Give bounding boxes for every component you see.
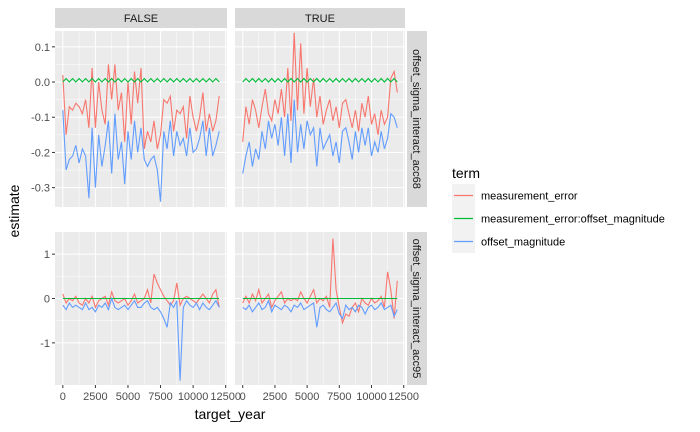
y-tick-label: 0.0	[35, 77, 50, 89]
legend-item: measurement_error	[452, 184, 578, 207]
x-tick-label: 10000	[356, 391, 387, 403]
legend-item: measurement_error:offset_magnitude	[452, 207, 665, 230]
panel-1-0	[55, 232, 227, 385]
facet-strip-true	[235, 8, 405, 28]
x-axis-title: target_year	[195, 406, 266, 422]
x-tick-label: 5000	[116, 391, 140, 403]
facet-label-true: TRUE	[305, 13, 335, 25]
y-tick-label: 1	[44, 249, 50, 261]
series-line-offset-magnitude	[242, 299, 398, 328]
panel-0-0	[55, 31, 227, 207]
y-tick-label: -0.2	[31, 147, 50, 159]
x-tick-label: 5000	[295, 391, 319, 403]
series-line-measurement-error-offset-magnitude	[242, 77, 398, 83]
y-tick-label: -0.3	[31, 183, 50, 195]
row-strip-0	[407, 31, 427, 207]
legend-title: term	[452, 165, 480, 181]
series-line-measurement-error	[242, 32, 398, 142]
series-line-measurement-error-offset-magnitude	[62, 77, 220, 83]
facet-strip-false	[55, 8, 227, 28]
x-tick-label: 2500	[263, 391, 287, 403]
facet-label-false: FALSE	[124, 13, 158, 25]
y-tick-label: -1	[40, 338, 50, 350]
x-tick-label: 10000	[178, 391, 209, 403]
series-line-measurement-error	[62, 64, 220, 150]
series-line-offset-magnitude	[62, 110, 220, 202]
y-tick-label: 0	[44, 294, 50, 306]
panel-0-1	[235, 31, 405, 207]
y-tick-label: 0.1	[35, 42, 50, 54]
x-tick-label: 7500	[327, 391, 351, 403]
y-tick-label: -0.1	[31, 112, 50, 124]
x-tick-label: 0	[60, 391, 66, 403]
panels-layer: FALSE TRUE offset_sigma_interact_acc68offs…	[55, 8, 427, 385]
legend: term measurement_error measurement_error:…	[452, 165, 665, 253]
series-line-offset-magnitude	[62, 296, 220, 381]
row-facet-label: offset_sigma_interact_acc68	[410, 49, 422, 189]
panel-background	[235, 31, 405, 207]
row-strip-1	[407, 232, 427, 385]
y-axis-title: estimate	[6, 184, 22, 237]
panel-background	[55, 232, 227, 385]
x-tick-label: 12500	[210, 391, 241, 403]
axes-layer: 0.1 0.0 -0.1 -0.2 -0.3 1 0 -1 0 2500 5000 7500 10000…	[31, 42, 419, 403]
x-tick-label: 2500	[83, 391, 107, 403]
legend-items: measurement_error measurement_error:offse…	[452, 184, 665, 253]
x-tick-label: 7500	[148, 391, 172, 403]
legend-item: offset_magnitude	[452, 230, 565, 253]
legend-label: measurement_error:offset_magnitude	[481, 214, 665, 226]
row-facet-label: offset_sigma_interact_acc95	[410, 239, 422, 379]
series-line-measurement-error	[62, 273, 220, 309]
x-tick-label: 12500	[388, 391, 419, 403]
legend-label: measurement_error	[481, 191, 578, 203]
panel-1-1	[235, 232, 405, 385]
x-tick-label: 0	[240, 391, 246, 403]
series-line-offset-magnitude	[242, 99, 398, 174]
legend-label: offset_magnitude	[481, 237, 565, 249]
panel-background	[55, 31, 227, 207]
